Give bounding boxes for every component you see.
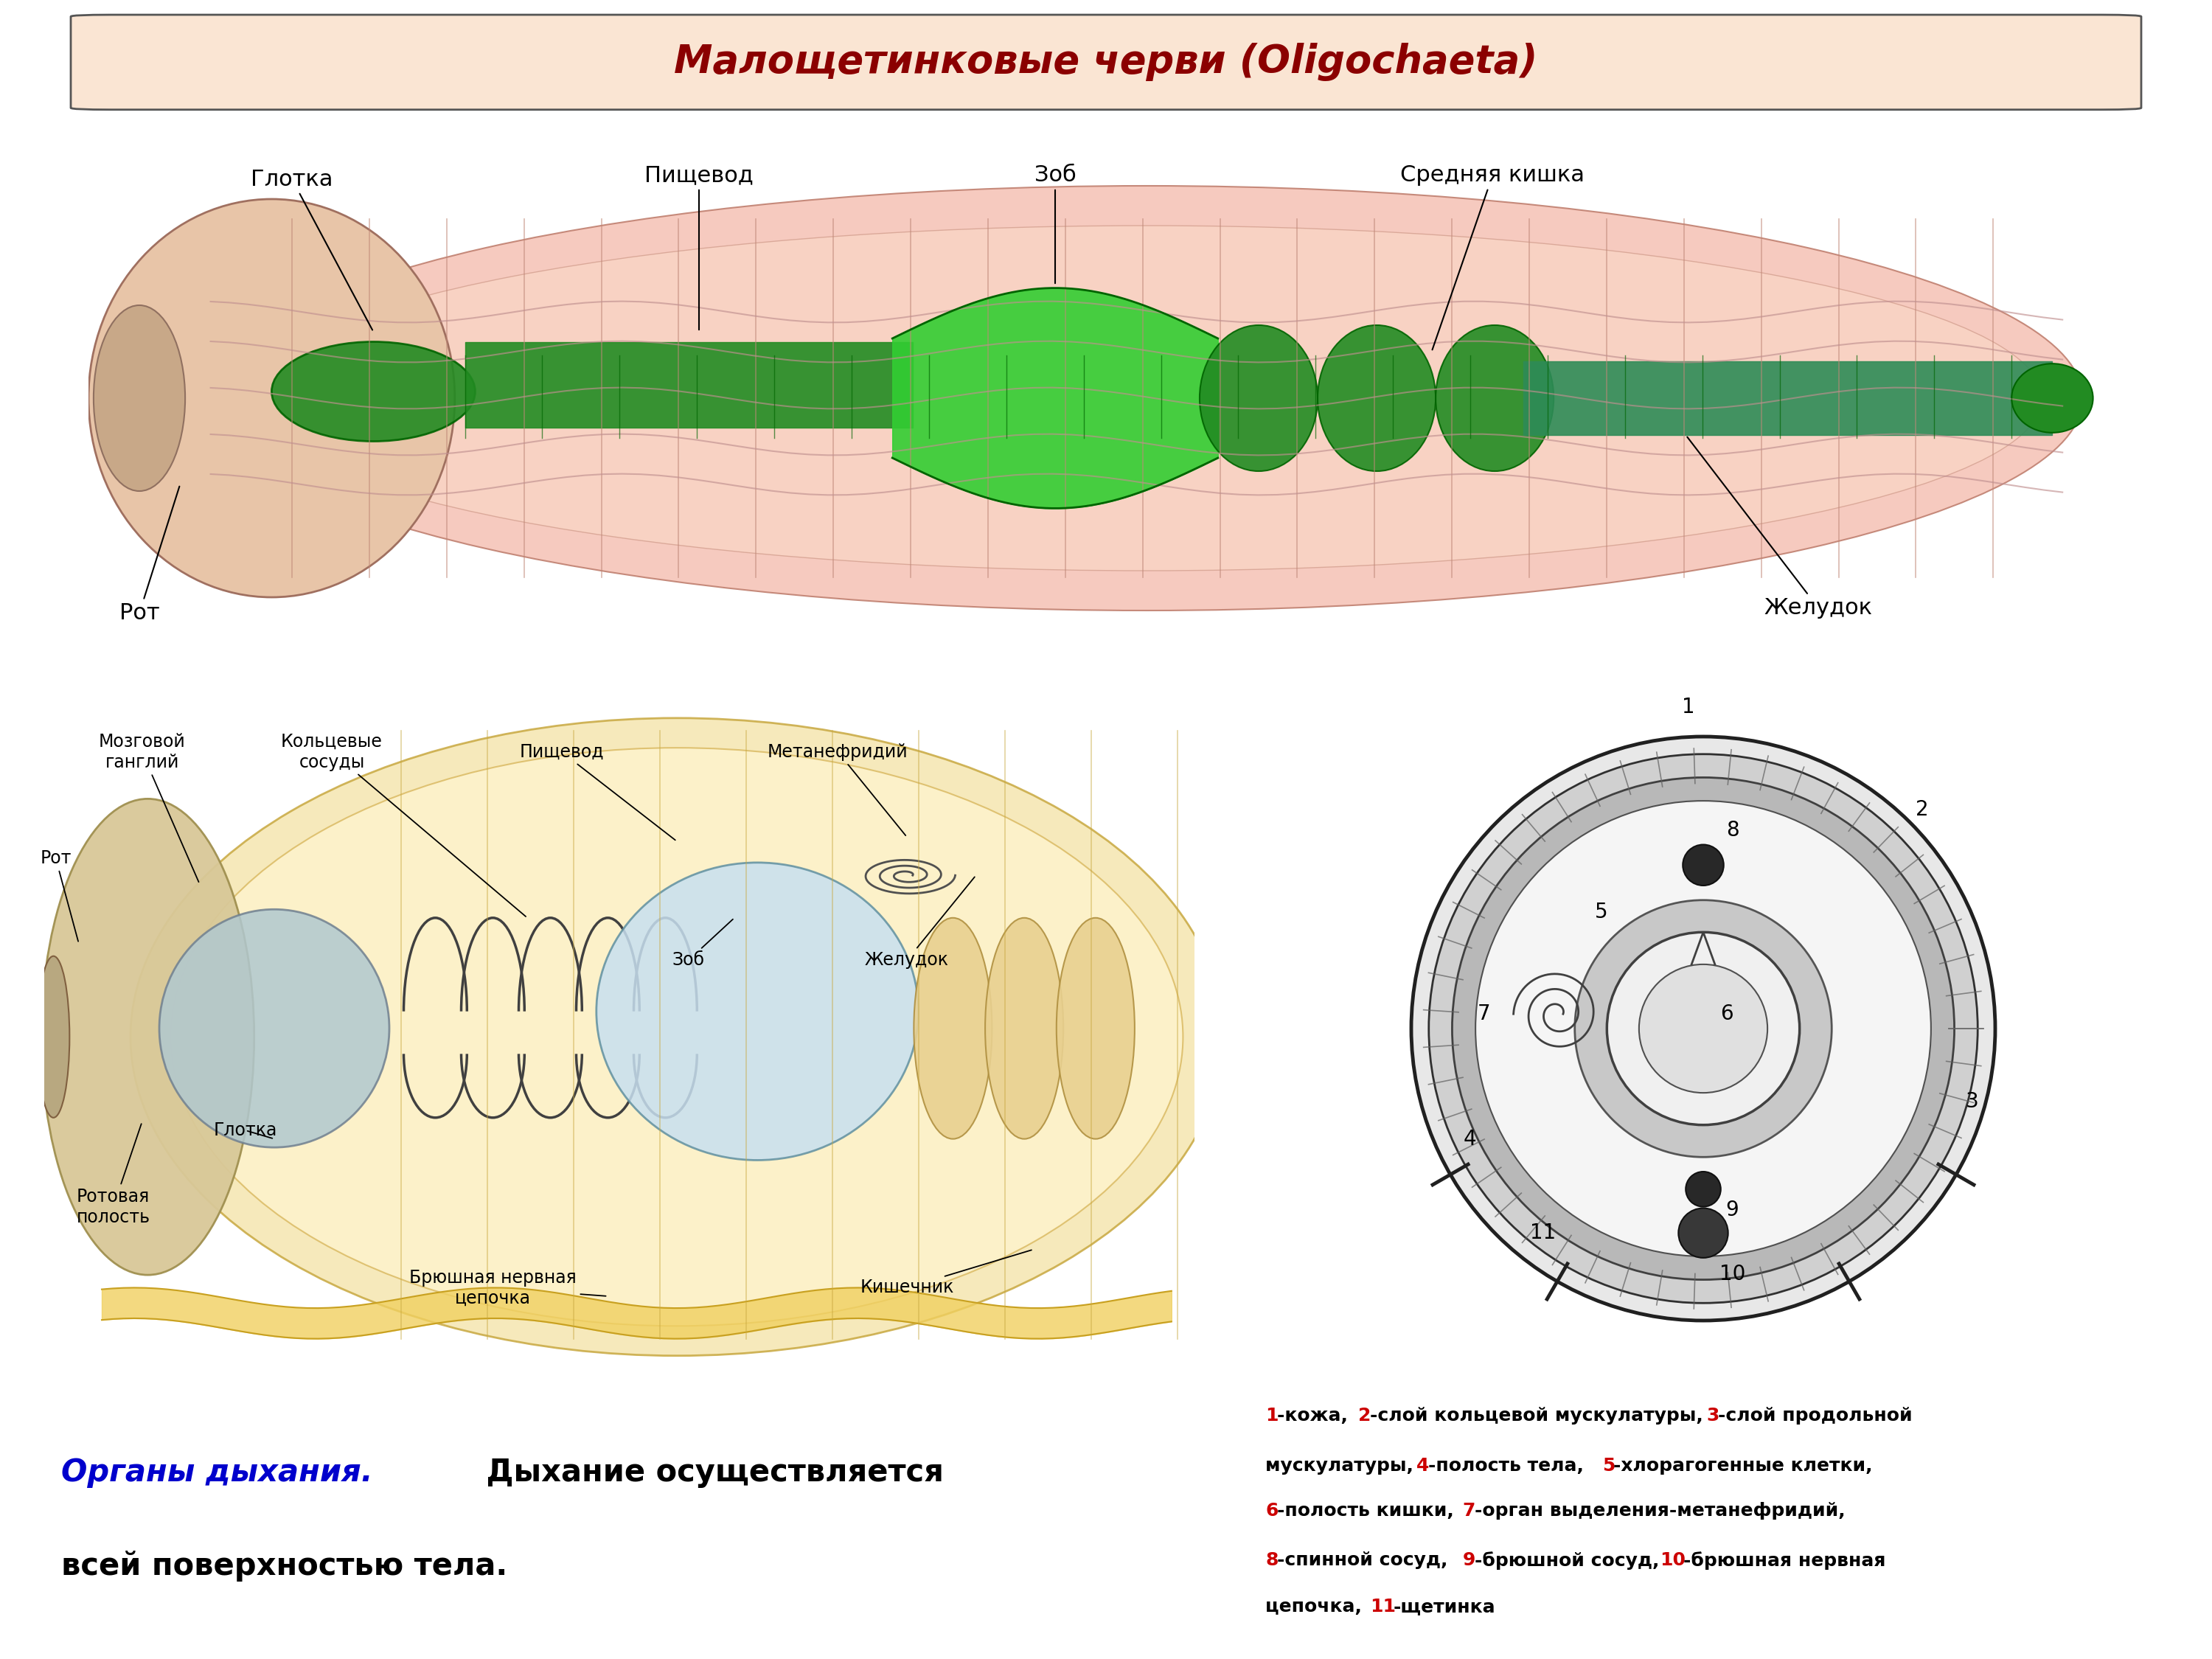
Circle shape <box>1679 1208 1728 1258</box>
Text: Ротовая
полость: Ротовая полость <box>77 1123 150 1226</box>
Ellipse shape <box>159 909 389 1148</box>
Text: Органы дыхания.: Органы дыхания. <box>62 1457 374 1488</box>
Text: Глотка: Глотка <box>215 1121 276 1140</box>
Ellipse shape <box>1199 325 1318 471</box>
Text: 10: 10 <box>1659 1551 1686 1569</box>
Ellipse shape <box>1057 917 1135 1138</box>
Text: всей поверхностью тела.: всей поверхностью тела. <box>62 1550 509 1581</box>
Circle shape <box>1683 844 1723 886</box>
Ellipse shape <box>93 305 186 491</box>
Text: 1: 1 <box>1265 1407 1279 1425</box>
Circle shape <box>1686 1171 1721 1206</box>
Text: 3: 3 <box>1964 1092 1978 1112</box>
FancyBboxPatch shape <box>71 15 2141 109</box>
Ellipse shape <box>131 718 1223 1355</box>
Text: 9: 9 <box>1725 1199 1739 1219</box>
Text: цепочка,: цепочка, <box>1265 1598 1369 1616</box>
Circle shape <box>1451 778 1955 1279</box>
Circle shape <box>1606 932 1801 1125</box>
Text: 1: 1 <box>1681 697 1694 718</box>
Text: -хлорагогенные клетки,: -хлорагогенные клетки, <box>1613 1457 1874 1475</box>
Circle shape <box>1639 964 1767 1093</box>
Ellipse shape <box>210 186 2084 611</box>
Text: -орган выделения-метанефридий,: -орган выделения-метанефридий, <box>1475 1501 1845 1520</box>
Text: 8: 8 <box>1725 820 1739 841</box>
Ellipse shape <box>597 863 918 1160</box>
Text: Зоб: Зоб <box>672 919 732 969</box>
Ellipse shape <box>914 917 991 1138</box>
Text: 2: 2 <box>1916 800 1929 820</box>
Text: -слой продольной: -слой продольной <box>1719 1407 1913 1425</box>
Text: -щетинка: -щетинка <box>1394 1598 1495 1616</box>
Text: 3: 3 <box>1705 1407 1719 1425</box>
Text: 4: 4 <box>1416 1457 1429 1475</box>
Ellipse shape <box>1436 325 1553 471</box>
Text: Кольцевые
сосуды: Кольцевые сосуды <box>281 733 526 916</box>
Text: Мозговой
ганглий: Мозговой ганглий <box>100 733 199 883</box>
Ellipse shape <box>38 956 69 1118</box>
Text: Пищевод: Пищевод <box>520 743 675 839</box>
Ellipse shape <box>252 226 2042 571</box>
Text: Зоб: Зоб <box>1035 164 1075 284</box>
Text: -кожа,: -кожа, <box>1276 1407 1354 1425</box>
Text: 9: 9 <box>1462 1551 1475 1569</box>
Text: 6: 6 <box>1721 1004 1732 1024</box>
Text: 7: 7 <box>1478 1004 1491 1024</box>
Text: -брюшной сосуд,: -брюшной сосуд, <box>1475 1551 1666 1569</box>
Text: 7: 7 <box>1462 1501 1475 1520</box>
Text: Дыхание осуществляется: Дыхание осуществляется <box>476 1457 945 1488</box>
Text: 5: 5 <box>1595 901 1608 922</box>
Text: Брюшная нервная
цепочка: Брюшная нервная цепочка <box>409 1269 606 1307</box>
Ellipse shape <box>88 199 456 597</box>
Text: 6: 6 <box>1265 1501 1279 1520</box>
Text: мускулатуры,: мускулатуры, <box>1265 1457 1420 1475</box>
Text: Кишечник: Кишечник <box>860 1249 1031 1297</box>
Text: 11: 11 <box>1531 1223 1555 1243</box>
Text: 10: 10 <box>1719 1264 1745 1284</box>
Text: -полость кишки,: -полость кишки, <box>1276 1501 1460 1520</box>
Text: Метанефридий: Метанефридий <box>768 743 909 836</box>
Text: 8: 8 <box>1265 1551 1279 1569</box>
Text: Желудок: Желудок <box>865 878 975 969</box>
Ellipse shape <box>1318 325 1436 471</box>
Text: -слой кольцевой мускулатуры,: -слой кольцевой мускулатуры, <box>1369 1407 1710 1425</box>
Circle shape <box>1411 737 1995 1321</box>
Text: 11: 11 <box>1369 1598 1396 1616</box>
Ellipse shape <box>2011 363 2093 433</box>
Text: Рот: Рот <box>40 849 77 941</box>
Text: Рот: Рот <box>119 486 179 624</box>
Text: Глотка: Глотка <box>250 169 372 330</box>
Ellipse shape <box>170 748 1183 1326</box>
Text: 2: 2 <box>1358 1407 1371 1425</box>
Text: Желудок: Желудок <box>1688 436 1871 619</box>
Text: Малощетинковые черви (Oligochaeta): Малощетинковые черви (Oligochaeta) <box>675 43 1537 81</box>
Text: -спинной сосуд,: -спинной сосуд, <box>1276 1551 1453 1569</box>
Text: Пищевод: Пищевод <box>644 164 754 330</box>
Text: 5: 5 <box>1601 1457 1615 1475</box>
Ellipse shape <box>42 798 254 1274</box>
Circle shape <box>1429 755 1978 1302</box>
Ellipse shape <box>984 917 1064 1138</box>
Circle shape <box>1475 801 1931 1256</box>
Text: 4: 4 <box>1462 1130 1475 1150</box>
Circle shape <box>1575 901 1832 1156</box>
Text: Средняя кишка: Средняя кишка <box>1400 164 1584 350</box>
Text: -брюшная нервная: -брюшная нервная <box>1683 1551 1885 1569</box>
Ellipse shape <box>272 342 476 441</box>
Text: -полость тела,: -полость тела, <box>1429 1457 1590 1475</box>
